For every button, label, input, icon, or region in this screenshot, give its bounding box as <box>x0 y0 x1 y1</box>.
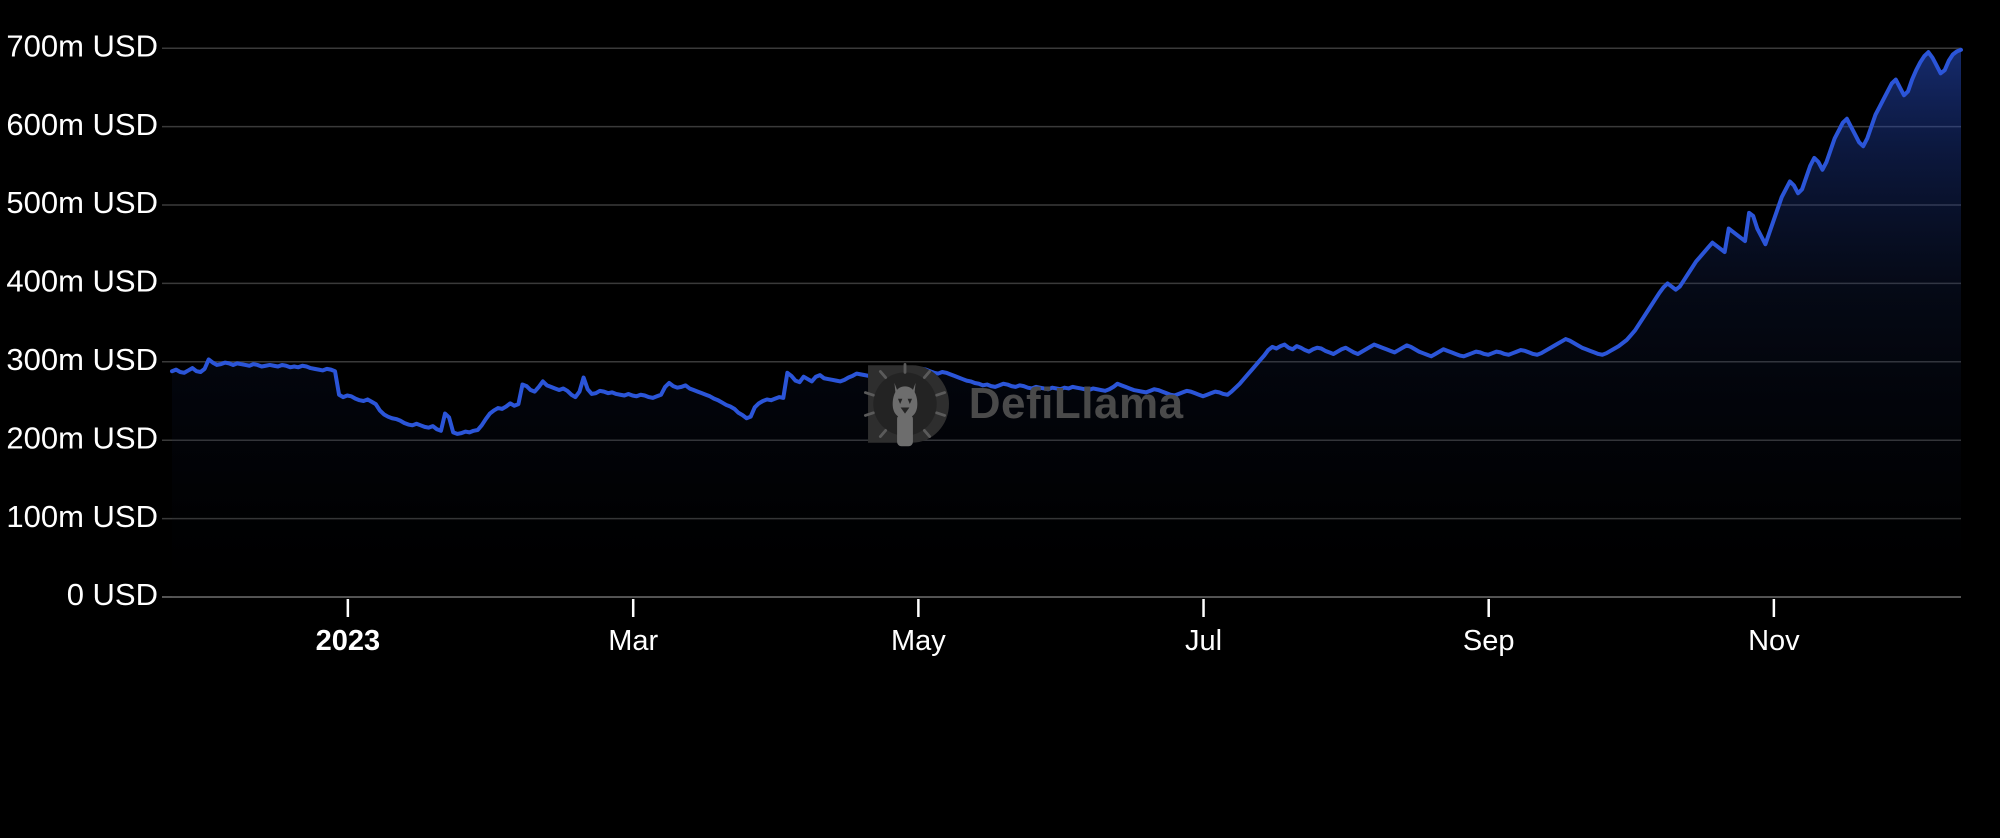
y-tick-label: 200m USD <box>6 420 158 455</box>
y-axis: 700m USD 600m USD 500m USD 400m USD 300m USD… <box>6 28 158 612</box>
y-tick-label: 0 USD <box>67 577 158 612</box>
series-line-tvl <box>170 47 1963 436</box>
series-area-path <box>172 49 1961 598</box>
x-tick-label: 2023 <box>316 625 381 657</box>
x-tick-label: Jul <box>1185 625 1222 657</box>
x-tick-label: Nov <box>1748 625 1800 657</box>
area-fill <box>172 49 1961 598</box>
x-axis: 2023 Mar May Jul Sep Nov <box>316 599 1800 657</box>
x-tick-label: Mar <box>608 625 658 657</box>
y-tick-label: 100m USD <box>6 499 158 534</box>
x-tick-label: Sep <box>1463 625 1515 657</box>
y-tick-label: 500m USD <box>6 185 158 220</box>
x-tick-label: May <box>891 625 946 657</box>
y-tick-label: 600m USD <box>6 107 158 142</box>
series-line-path <box>170 47 1963 436</box>
y-tick-label: 400m USD <box>6 264 158 299</box>
y-tick-label: 700m USD <box>6 28 158 63</box>
y-tick-label: 300m USD <box>6 342 158 377</box>
